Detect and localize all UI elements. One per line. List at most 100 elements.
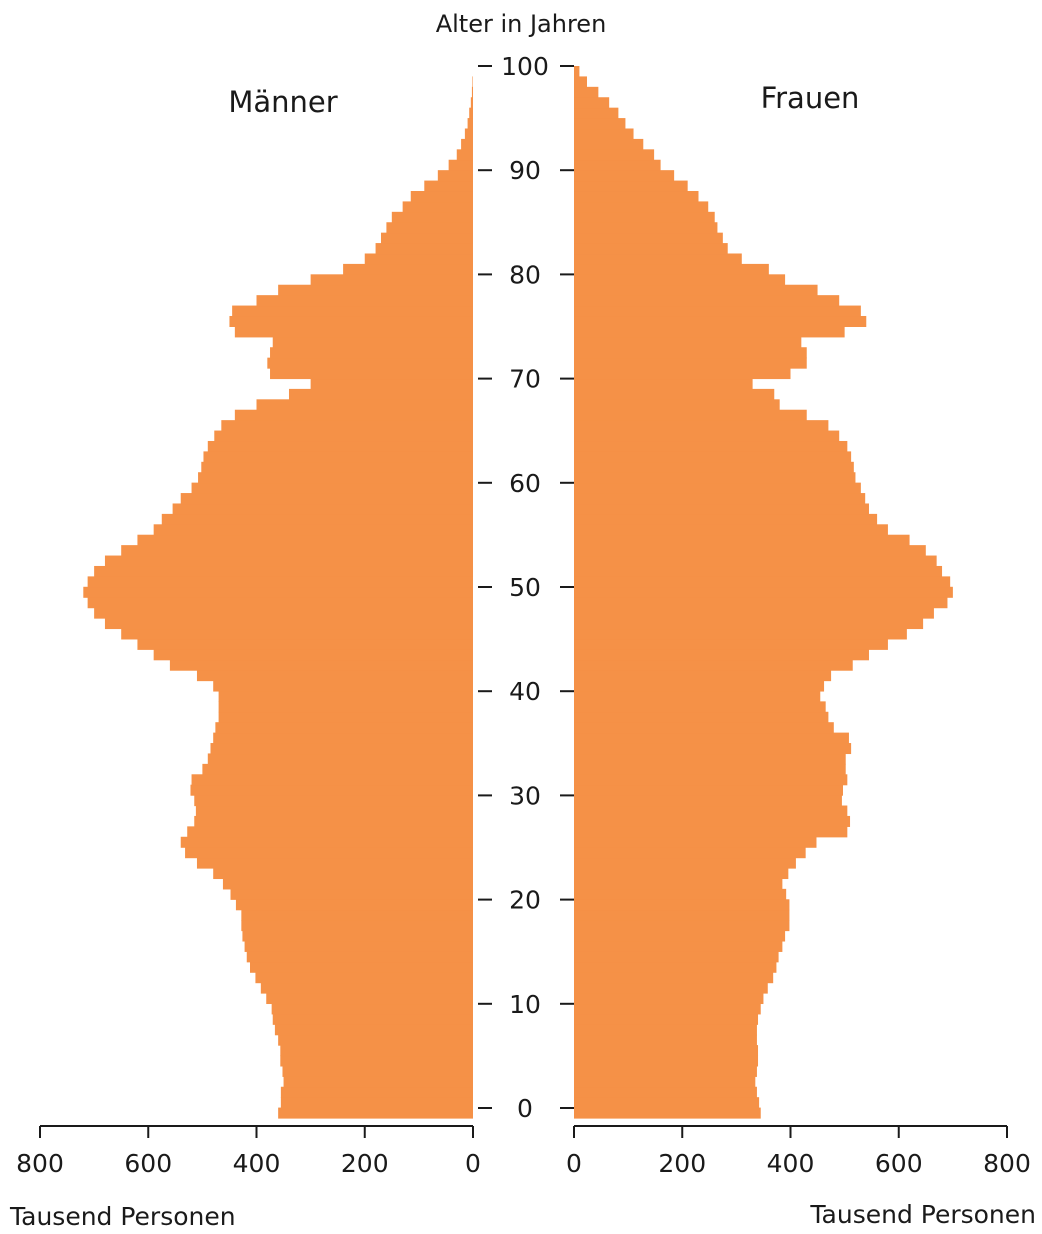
women-bar-age-10 (574, 1003, 761, 1014)
men-bar-age-92 (457, 149, 473, 160)
women-bar-age-18 (574, 920, 789, 931)
women-bar-age-63 (574, 451, 851, 462)
women-bar-age-32 (574, 774, 847, 785)
men-bar-age-72 (267, 358, 473, 369)
women-bar-age-62 (574, 462, 854, 473)
men-x-tick-label-0: 0 (465, 1149, 481, 1178)
women-bar-age-56 (574, 524, 888, 535)
age-tick-label-40: 40 (509, 677, 541, 706)
men-bar-age-37 (215, 722, 473, 733)
men-bar-age-30 (194, 795, 473, 806)
men-bar-age-7 (278, 1035, 473, 1046)
men-bar-age-60 (192, 483, 473, 494)
women-bar-age-1 (574, 1097, 759, 1108)
men-bar-age-13 (255, 972, 473, 983)
men-bar-age-29 (196, 806, 473, 817)
men-bar-age-71 (270, 368, 473, 379)
women-bar-age-13 (574, 972, 773, 983)
women-bar-age-26 (574, 837, 816, 848)
men-bar-age-44 (154, 649, 473, 660)
men-bar-age-78 (257, 295, 474, 306)
men-bar-age-18 (241, 920, 473, 931)
men-bar-age-74 (273, 337, 473, 348)
men-bar-age-57 (162, 514, 473, 525)
women-bar-age-2 (574, 1087, 757, 1098)
women-bar-age-65 (574, 431, 839, 442)
men-bar-age-27 (187, 826, 473, 837)
women-bar-age-11 (574, 993, 763, 1004)
women-bar-age-88 (574, 191, 698, 202)
women-bars (574, 66, 953, 1119)
women-bar-age-99 (574, 76, 587, 87)
age-tick-label-90: 90 (509, 156, 541, 185)
men-bar-age-26 (181, 837, 473, 848)
men-bar-age-95 (468, 118, 473, 129)
women-x-tick-label-0: 0 (566, 1149, 582, 1178)
women-bar-age-49 (574, 597, 947, 608)
women-x-tick-label-200: 200 (658, 1149, 706, 1178)
men-bar-age-17 (242, 931, 473, 942)
men-bar-age-22 (223, 878, 473, 889)
men-bar-age-80 (311, 274, 473, 285)
women-bar-age-16 (574, 941, 782, 952)
women-bar-age-53 (574, 556, 937, 567)
men-bar-age-89 (424, 181, 473, 192)
women-bar-age-60 (574, 483, 861, 494)
men-bar-age-24 (197, 858, 473, 869)
women-bar-age-35 (574, 743, 851, 754)
women-bar-age-25 (574, 847, 806, 858)
men-bar-age-63 (203, 451, 473, 462)
men-bar-age-73 (270, 347, 473, 358)
men-bar-age-59 (181, 493, 473, 504)
women-bar-age-29 (574, 806, 847, 817)
women-x-unit-label: Tausend Personen (809, 1200, 1036, 1229)
women-bar-age-42 (574, 670, 831, 681)
men-bar-age-35 (210, 743, 473, 754)
men-bar-age-36 (213, 733, 473, 744)
women-bar-age-9 (574, 1014, 758, 1025)
men-bar-age-28 (194, 816, 473, 827)
women-bar-age-34 (574, 753, 846, 764)
women-bar-age-69 (574, 389, 774, 400)
men-bar-age-40 (219, 691, 473, 702)
women-bar-age-94 (574, 129, 634, 140)
women-bar-age-24 (574, 858, 796, 869)
women-bar-age-84 (574, 233, 723, 244)
women-bar-age-40 (574, 691, 820, 702)
women-bar-age-93 (574, 139, 643, 150)
women-bar-age-52 (574, 566, 942, 577)
women-x-tick-label-600: 600 (875, 1149, 923, 1178)
men-bar-age-49 (88, 597, 473, 608)
men-bar-age-12 (261, 983, 473, 994)
age-tick-label-10: 10 (509, 990, 541, 1019)
men-bar-age-43 (170, 660, 473, 671)
women-bar-age-39 (574, 701, 826, 712)
men-bar-age-55 (137, 535, 473, 546)
women-bar-age-27 (574, 826, 847, 837)
men-bar-age-8 (275, 1024, 473, 1035)
men-bar-age-33 (202, 764, 473, 775)
women-bar-age-80 (574, 274, 785, 285)
men-bars (83, 76, 473, 1118)
women-bar-age-92 (574, 149, 654, 160)
men-bar-age-42 (197, 670, 473, 681)
men-bar-age-66 (221, 420, 473, 431)
men-bar-age-84 (381, 233, 473, 244)
women-bar-age-100 (574, 66, 579, 77)
women-bar-age-19 (574, 910, 789, 921)
women-bar-age-91 (574, 160, 661, 171)
women-bar-age-66 (574, 420, 828, 431)
women-bar-age-58 (574, 503, 869, 514)
men-label: Männer (228, 85, 337, 119)
women-bar-age-44 (574, 649, 869, 660)
women-bar-age-48 (574, 608, 934, 619)
men-bar-age-56 (154, 524, 473, 535)
women-bar-age-98 (574, 87, 598, 98)
age-tick-label-0: 0 (517, 1094, 533, 1123)
women-bar-age-51 (574, 576, 950, 587)
men-bar-age-99 (472, 76, 473, 87)
women-bar-age-6 (574, 1045, 758, 1056)
women-bar-age-97 (574, 97, 609, 108)
men-bar-age-4 (282, 1066, 473, 1077)
